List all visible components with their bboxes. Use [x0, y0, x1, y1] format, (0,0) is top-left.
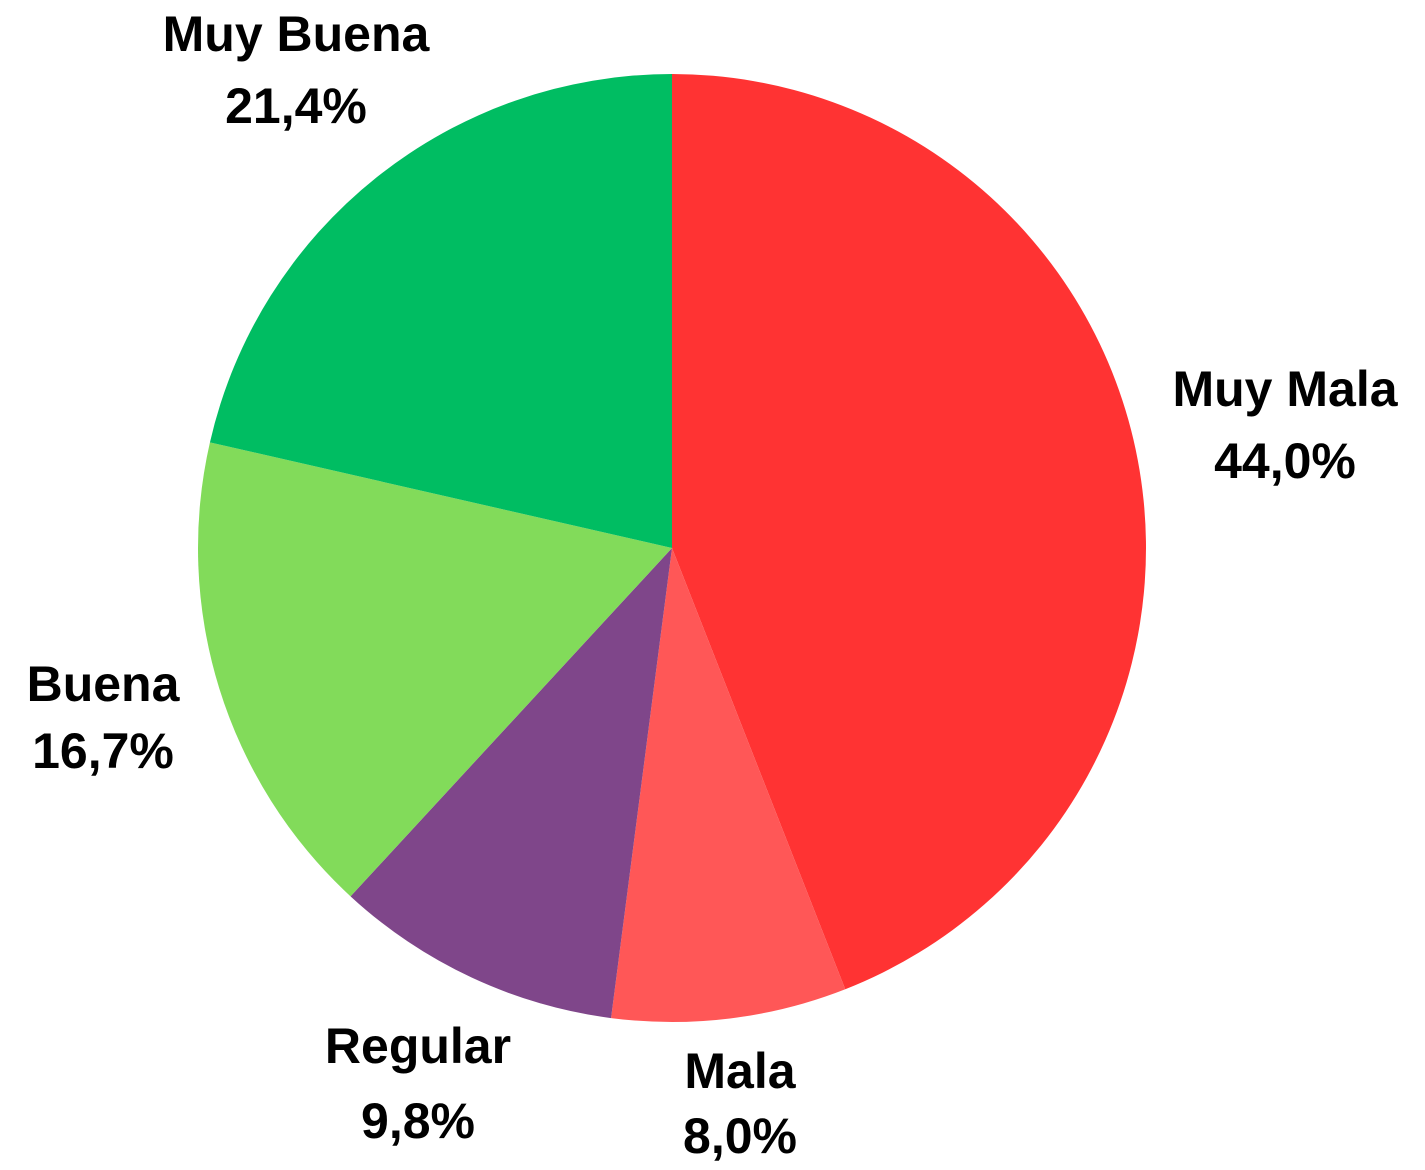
pie-slice — [198, 442, 673, 897]
slice-label: Muy Buena — [163, 6, 431, 62]
pie-slice — [209, 74, 673, 548]
slice-value: 9,8% — [361, 1093, 475, 1149]
slice-value: 8,0% — [683, 1108, 797, 1164]
pie-slice — [350, 548, 672, 1019]
slice-value: 44,0% — [1214, 433, 1356, 489]
slice-label: Buena — [27, 656, 181, 712]
slice-value: 21,4% — [225, 78, 367, 134]
slice-label: Regular — [325, 1018, 511, 1074]
slice-value: 16,7% — [32, 723, 174, 779]
pie-slice — [611, 548, 846, 1022]
pie-slice — [672, 74, 1146, 990]
slice-label: Mala — [684, 1043, 796, 1099]
slice-label: Muy Mala — [1172, 361, 1398, 417]
